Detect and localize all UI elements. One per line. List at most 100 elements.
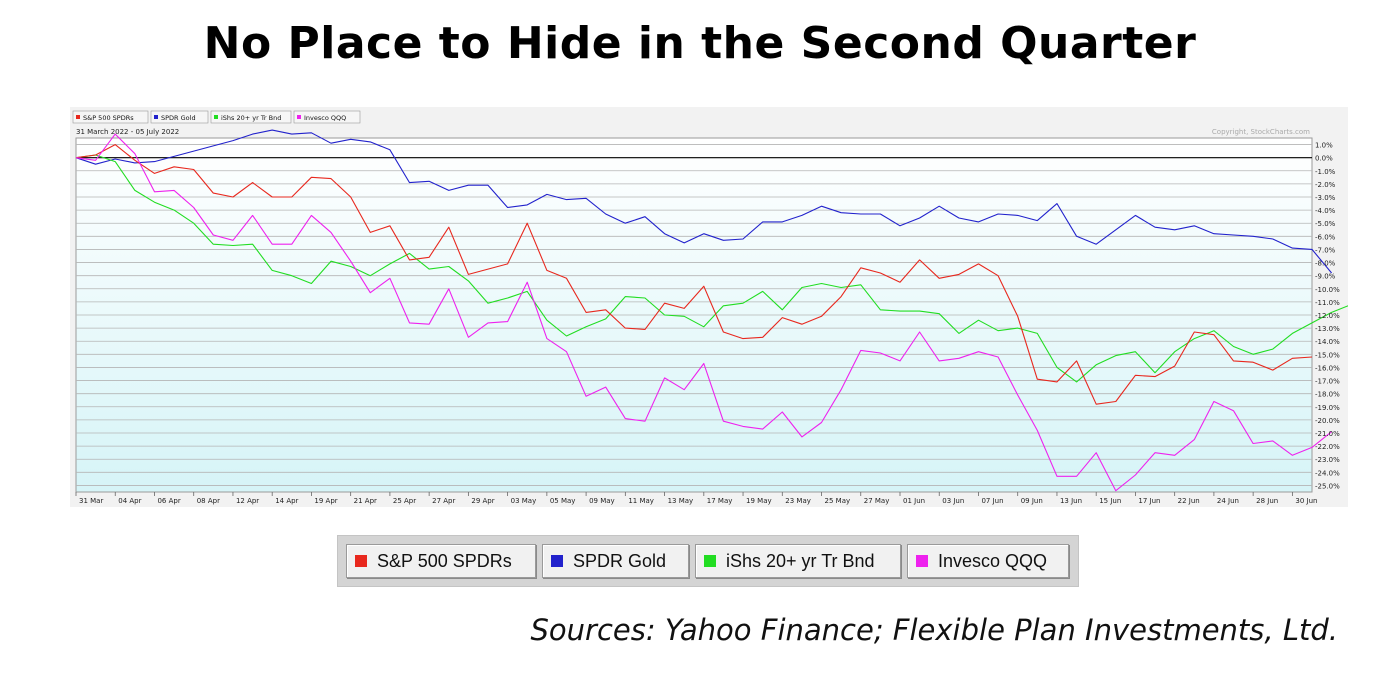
legend-label-qqq: Invesco QQQ [938, 550, 1048, 571]
x-tick-label: 24 Jun [1217, 497, 1239, 505]
legend-label-sp500: S&P 500 SPDRs [377, 550, 512, 571]
x-tick-label: 28 Jun [1256, 497, 1278, 505]
y-tick-label: -11.0% [1315, 299, 1340, 307]
x-tick-label: 12 Apr [236, 497, 259, 505]
mini-legend-item [210, 110, 292, 124]
y-tick-label: -14.0% [1315, 338, 1340, 346]
series-line-3 [75, 133, 1332, 492]
x-tick-label: 30 Jun [1295, 497, 1317, 505]
legend: S&P 500 SPDRs SPDR Gold iShs 20+ yr Tr B… [337, 535, 1079, 587]
mini-legend-label: iShs 20+ yr Tr Bnd [221, 114, 281, 122]
series-line-0 [75, 144, 1313, 405]
y-tick-label: -5.0% [1315, 220, 1336, 228]
mini-legend-item [72, 110, 149, 124]
y-tick-label: -9.0% [1315, 273, 1336, 281]
x-tick-label: 22 Jun [1178, 497, 1200, 505]
x-tick-label: 09 Jun [1021, 497, 1043, 505]
line-chart: 1.0% 0.0% -1.0% -2.0% -3.0% -4.0% -5.0% -6.0% -7… [70, 107, 1352, 507]
y-tick-label: -13.0% [1315, 325, 1340, 333]
x-tick-label: 05 May [550, 497, 576, 505]
x-tick-label: 13 Jun [1060, 497, 1082, 505]
x-tick-labels: 31 Mar 04 Apr 06 Apr 08 Apr 12 Apr 14 Apr 19 A… [79, 497, 1317, 505]
y-tick-labels: 1.0% 0.0% -1.0% -2.0% -3.0% -4.0% -5.0% -6.0% -7… [1315, 142, 1340, 491]
y-tick-label: 0.0% [1315, 155, 1333, 163]
legend-label-bonds: iShs 20+ yr Tr Bnd [726, 550, 875, 571]
x-tick-label: 19 May [746, 497, 772, 505]
x-tick-label: 04 Apr [118, 497, 141, 505]
y-tick-label: 1.0% [1315, 142, 1333, 150]
x-tick-label: 25 May [825, 497, 851, 505]
x-tick-label: 27 Apr [432, 497, 455, 505]
y-tick-label: -20.0% [1315, 417, 1340, 425]
mini-legend: S&P 500 SPDRs SPDR Gold iShs 20+ yr Tr Bnd… [72, 110, 361, 124]
y-tick-label: -15.0% [1315, 351, 1340, 359]
y-tick-label: -16.0% [1315, 364, 1340, 372]
legend-item-qqq[interactable]: Invesco QQQ [907, 544, 1069, 578]
y-tick-label: -3.0% [1315, 194, 1336, 202]
x-tick-label: 08 Apr [197, 497, 220, 505]
mini-legend-label: SPDR Gold [161, 114, 196, 122]
y-tick-label: -8.0% [1315, 260, 1336, 268]
grid-lines [76, 144, 1312, 486]
source-note: Sources: Yahoo Finance; Flexible Plan In… [530, 613, 1338, 647]
series-line-2 [75, 154, 1352, 383]
y-tick-label: -23.0% [1315, 456, 1340, 464]
y-tick-label: -2.0% [1315, 181, 1336, 189]
x-tick-label: 29 Apr [471, 497, 494, 505]
x-tick-label: 17 Jun [1138, 497, 1160, 505]
x-tick-label: 09 May [589, 497, 615, 505]
x-tick-label: 11 May [628, 497, 654, 505]
legend-swatch-qqq [916, 555, 928, 567]
date-range-label: 31 March 2022 - 05 July 2022 [76, 128, 179, 136]
y-tick-label: -25.0% [1315, 482, 1340, 490]
series-line-1 [75, 129, 1333, 274]
page-title: No Place to Hide in the Second Quarter [203, 18, 1197, 69]
mini-legend-label: S&P 500 SPDRs [83, 114, 134, 122]
legend-swatch-gold [551, 555, 563, 567]
x-tick-label: 17 May [707, 497, 733, 505]
y-tick-label: -12.0% [1315, 312, 1340, 320]
x-tick-label: 01 Jun [903, 497, 925, 505]
x-tick-label: 21 Apr [354, 497, 377, 505]
legend-item-bonds[interactable]: iShs 20+ yr Tr Bnd [695, 544, 901, 578]
x-tick-label: 03 Jun [942, 497, 964, 505]
x-tick-label: 03 May [511, 497, 537, 505]
y-tick-label: -1.0% [1315, 168, 1336, 176]
x-tick-label: 31 Mar [79, 497, 103, 505]
y-tick-label: -4.0% [1315, 207, 1336, 215]
y-tick-label: -7.0% [1315, 246, 1336, 254]
x-tick-label: 27 May [864, 497, 890, 505]
mini-legend-swatch [76, 115, 80, 119]
legend-item-gold[interactable]: SPDR Gold [542, 544, 689, 578]
mini-legend-swatch [297, 115, 301, 119]
y-tick-label: -6.0% [1315, 233, 1336, 241]
mini-legend-item [150, 110, 209, 124]
y-tick-label: -18.0% [1315, 391, 1340, 399]
x-tick-label: 25 Apr [393, 497, 416, 505]
y-tick-label: -17.0% [1315, 378, 1340, 386]
mini-legend-item [293, 110, 361, 124]
x-tick-label: 13 May [668, 497, 694, 505]
y-tick-label: -22.0% [1315, 443, 1340, 451]
y-tick-label: -10.0% [1315, 286, 1340, 294]
legend-label-gold: SPDR Gold [573, 550, 667, 571]
chart-area: 1.0% 0.0% -1.0% -2.0% -3.0% -4.0% -5.0% -6.0% -7… [70, 107, 1352, 507]
legend-swatch-sp500 [355, 555, 367, 567]
y-tick-label: -21.0% [1315, 430, 1340, 438]
legend-item-sp500[interactable]: S&P 500 SPDRs [346, 544, 536, 578]
series-lines [75, 129, 1352, 492]
x-tick-label: 19 Apr [314, 497, 337, 505]
x-tick-label: 14 Apr [275, 497, 298, 505]
copyright-label: Copyright, StockCharts.com [1212, 128, 1310, 136]
y-tick-label: -24.0% [1315, 469, 1340, 477]
x-tick-label: 07 Jun [981, 497, 1003, 505]
mini-legend-swatch [154, 115, 158, 119]
legend-swatch-bonds [704, 555, 716, 567]
x-tick-label: 23 May [785, 497, 811, 505]
x-grid-lines [75, 492, 1293, 496]
x-tick-label: 06 Apr [157, 497, 180, 505]
x-tick-label: 15 Jun [1099, 497, 1121, 505]
mini-legend-swatch [214, 115, 218, 119]
y-tick-label: -19.0% [1315, 404, 1340, 412]
mini-legend-label: Invesco QQQ [304, 114, 346, 122]
